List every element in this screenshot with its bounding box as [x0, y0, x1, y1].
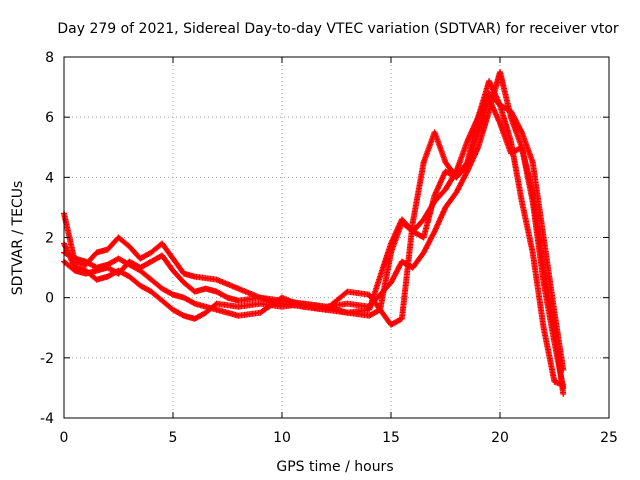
data-points: [61, 90, 567, 373]
series-track-2: [61, 96, 567, 391]
y-tick-label: 0: [45, 291, 54, 307]
series-track-4: [61, 78, 567, 388]
x-tick-label: 10: [273, 430, 291, 446]
y-tick-label: -2: [40, 351, 54, 367]
x-axis-label: GPS time / hours: [276, 459, 393, 475]
data-points: [61, 69, 567, 397]
y-tick-label: 6: [45, 110, 54, 126]
axes: 0 5 10 15 20 25 -4 -2 0 2 4 6 8: [40, 50, 618, 446]
y-tick-label: 2: [45, 231, 54, 247]
y-tick-label: 8: [45, 50, 54, 66]
x-tick-label: 20: [491, 430, 509, 446]
x-tick-label: 0: [60, 430, 69, 446]
y-axis-label: SDTVAR / TECUs: [10, 181, 26, 296]
y-tick-label: 4: [45, 170, 54, 186]
chart-title: Day 279 of 2021, Sidereal Day-to-day VTE…: [57, 21, 619, 37]
x-tick-label: 25: [600, 430, 618, 446]
data-points: [61, 96, 567, 391]
series-layer: [61, 69, 567, 397]
x-tick-label: 5: [169, 430, 178, 446]
x-tick-label: 15: [382, 430, 400, 446]
series-track-3: [61, 69, 567, 397]
series-track-1: [61, 90, 567, 373]
y-tick-label: -4: [40, 411, 54, 427]
data-points: [61, 78, 567, 388]
